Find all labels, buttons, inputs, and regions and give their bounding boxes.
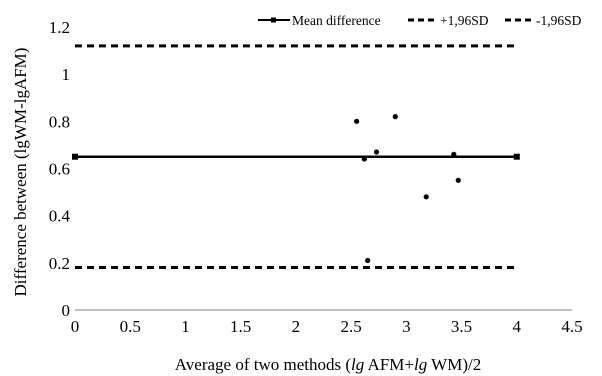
x-tick-label: 2.5	[340, 317, 361, 336]
data-point	[423, 194, 429, 200]
y-tick-label: 0.8	[49, 112, 70, 131]
data-point	[455, 177, 461, 183]
data-point	[361, 156, 367, 162]
legend-label-mean-difference: Mean difference	[292, 13, 381, 28]
data-point	[451, 151, 457, 157]
x-tick-label: 1.5	[230, 317, 251, 336]
data-point	[354, 118, 360, 124]
x-tick-label: 3.5	[451, 317, 472, 336]
plot-area: 0 0.5 1 1.5 2 2.5 3 3.5 4 4.5 0 0.2 0.4 0.6 0.8 1 1.2	[49, 18, 583, 336]
data-point	[365, 257, 371, 264]
data-point	[392, 114, 398, 120]
x-axis-title: Average of two methods (lg AFM+lg WM)/2	[175, 355, 481, 374]
x-tick-label: 0.5	[120, 317, 141, 336]
mean-difference-marker	[72, 153, 78, 160]
data-point	[373, 149, 380, 155]
mean-difference-marker	[513, 153, 520, 160]
x-tick-label: 3	[402, 317, 411, 336]
legend-label-plus-sd: +1,96SD	[440, 13, 489, 28]
legend-label-minus-sd: -1,96SD	[536, 13, 582, 28]
legend: Mean difference +1,96SD -1,96SD	[258, 13, 582, 28]
y-tick-label: 0	[62, 301, 71, 320]
y-tick-label: 1.2	[49, 18, 70, 37]
legend-marker-mean-difference	[271, 17, 276, 23]
x-tick-label: 1	[181, 317, 190, 336]
y-tick-label: 1	[62, 65, 71, 84]
x-tick-label: 4.5	[561, 317, 582, 336]
y-axis-title: Difference between (lgWM-lgAFM)	[11, 48, 30, 297]
y-tick-label: 0.4	[49, 207, 71, 226]
y-tick-label: 0.6	[49, 160, 70, 179]
y-tick-label: 0.2	[49, 254, 70, 273]
x-tick-label: 0	[71, 317, 80, 336]
x-tick-label: 2	[292, 317, 301, 336]
x-tick-label: 4	[513, 317, 522, 336]
